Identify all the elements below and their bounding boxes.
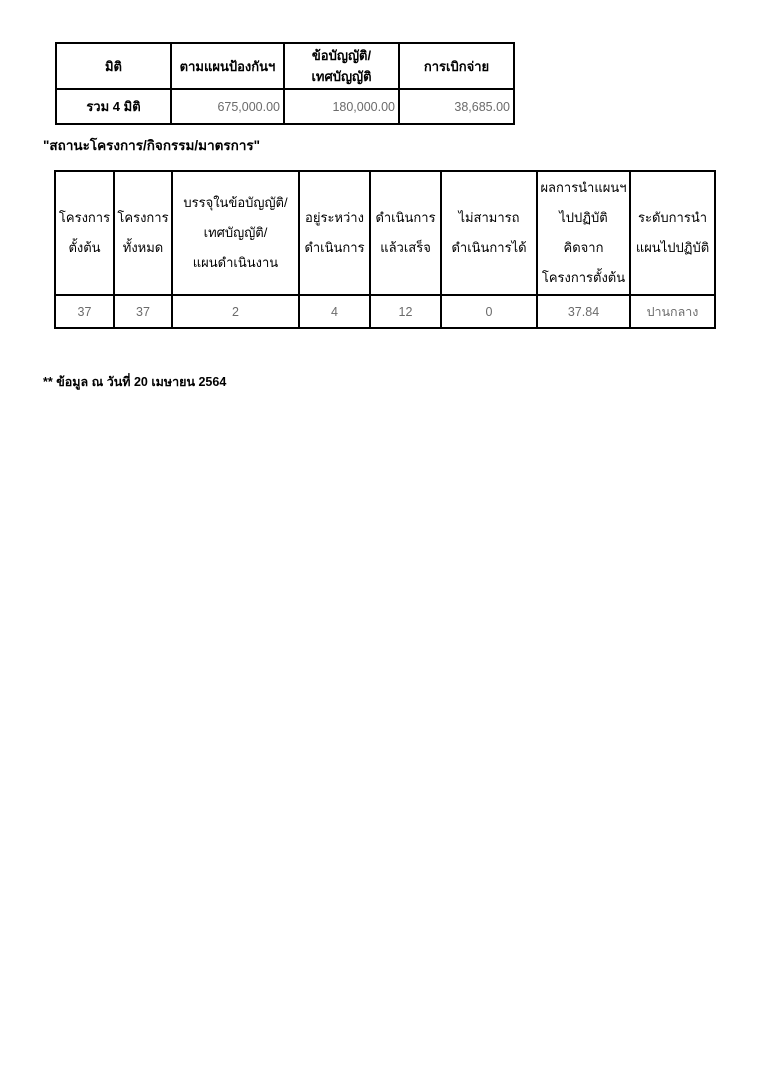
status-header-unable: ไม่สามารถ ดำเนินการได้ (440, 170, 538, 296)
status-table: โครงการ ตั้งต้น โครงการ ทั้งหมด บรรจุในข… (54, 170, 716, 329)
summary-value-plan: 675,000.00 (170, 88, 285, 125)
status-value-unable: 0 (440, 294, 538, 329)
status-header-initial-projects: โครงการ ตั้งต้น (54, 170, 115, 296)
status-header-implementation-result: ผลการนำแผนฯ ไปปฏิบัติ คิดจาก โครงการตั้ง… (536, 170, 631, 296)
status-value-total-projects: 37 (113, 294, 173, 329)
summary-header-plan: ตามแผนป้องกันฯ (170, 42, 285, 90)
summary-value-disbursement: 38,685.00 (398, 88, 515, 125)
status-value-implementation-level: ปานกลาง (629, 294, 716, 329)
summary-row-label: รวม 4 มิติ (55, 88, 172, 125)
summary-data-row: รวม 4 มิติ 675,000.00 180,000.00 38,685.… (55, 88, 515, 125)
status-header-total-projects: โครงการ ทั้งหมด (113, 170, 173, 296)
status-data-row: 37 37 2 4 12 0 37.84 ปานกลาง (54, 294, 716, 329)
summary-table: มิติ ตามแผนป้องกันฯ ข้อบัญญัติ/เทศบัญญัต… (55, 42, 515, 125)
status-value-in-progress: 4 (298, 294, 371, 329)
status-header-included-in-ordinance: บรรจุในข้อบัญญัติ/ เทศบัญญัติ/ แผนดำเนิน… (171, 170, 300, 296)
status-value-implementation-result: 37.84 (536, 294, 631, 329)
summary-value-ordinance: 180,000.00 (283, 88, 400, 125)
status-value-initial-projects: 37 (54, 294, 115, 329)
status-header-row: โครงการ ตั้งต้น โครงการ ทั้งหมด บรรจุในข… (54, 170, 716, 296)
status-value-completed: 12 (369, 294, 442, 329)
status-header-completed: ดำเนินการ แล้วเสร็จ (369, 170, 442, 296)
summary-header-disbursement: การเบิกจ่าย (398, 42, 515, 90)
summary-header-row: มิติ ตามแผนป้องกันฯ ข้อบัญญัติ/เทศบัญญัต… (55, 42, 515, 90)
section-heading: "สถานะโครงการ/กิจกรรม/มาตรการ" (43, 138, 261, 153)
summary-header-dimension: มิติ (55, 42, 172, 90)
status-header-implementation-level: ระดับการนำ แผนไปปฏิบัติ (629, 170, 716, 296)
summary-header-ordinance: ข้อบัญญัติ/เทศบัญญัติ (283, 42, 400, 90)
footnote: ** ข้อมูล ณ วันที่ 20 เมษายน 2564 (43, 375, 227, 389)
status-header-in-progress: อยู่ระหว่าง ดำเนินการ (298, 170, 371, 296)
status-value-included-in-ordinance: 2 (171, 294, 300, 329)
